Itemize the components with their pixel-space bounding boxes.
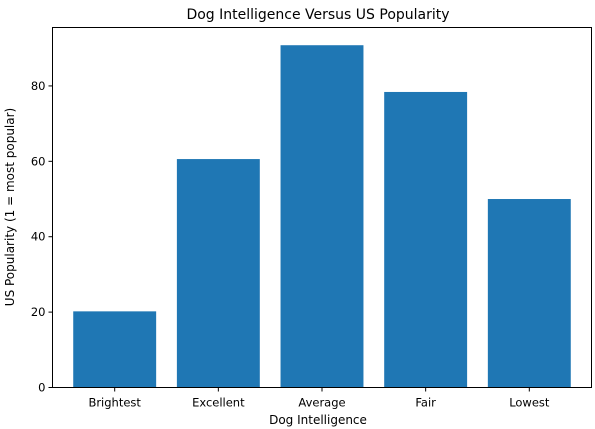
x-axis: Brightest Excellent Average Fair Lowest — [88, 387, 550, 410]
y-tick-label: 60 — [31, 154, 46, 168]
y-axis-label: US Popularity (1 = most popular) — [3, 108, 17, 306]
y-tick-label: 80 — [31, 79, 46, 93]
bar-brightest — [73, 311, 157, 388]
bars-group — [73, 45, 571, 388]
y-tick-label: 20 — [31, 305, 46, 319]
x-tick-label: Brightest — [88, 396, 141, 410]
x-tick-label: Excellent — [192, 396, 245, 410]
bar-excellent — [176, 159, 260, 388]
x-tick-label: Fair — [415, 396, 436, 410]
x-axis-label: Dog Intelligence — [269, 413, 367, 427]
bar-lowest — [487, 199, 571, 388]
x-tick-label: Average — [298, 396, 345, 410]
y-tick-label: 40 — [31, 230, 46, 244]
x-tick-label: Lowest — [509, 396, 550, 410]
y-axis: 0 20 40 60 80 — [31, 79, 53, 395]
bar-average — [280, 45, 364, 388]
y-tick-label: 0 — [38, 381, 45, 395]
chart-title: Dog Intelligence Versus US Popularity — [186, 7, 449, 23]
bar-fair — [384, 91, 468, 388]
